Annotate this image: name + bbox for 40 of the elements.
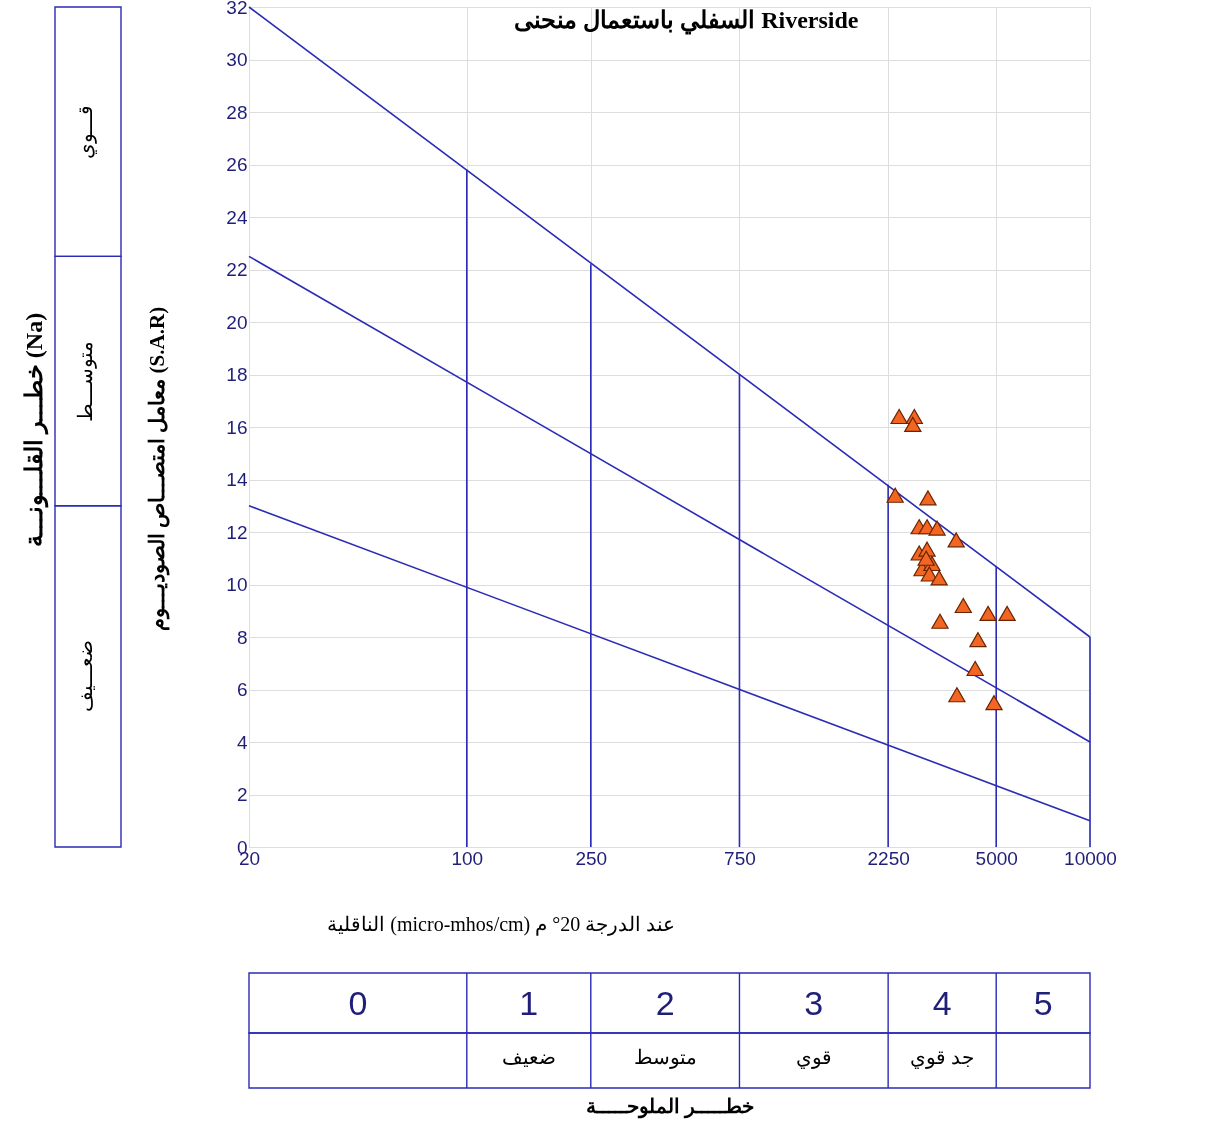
text: قوي <box>795 1046 832 1069</box>
text: ضعـــيف <box>74 640 96 713</box>
x-tick-label: 100 <box>451 847 484 869</box>
x-tick-label: 2250 <box>867 847 910 869</box>
chart-title: السفلي باستعمال منحنى Riverside <box>514 7 859 35</box>
y-tick-label: 10 <box>226 574 248 595</box>
x-tick-label: 250 <box>575 847 608 869</box>
y-tick-label: 22 <box>226 259 248 280</box>
text: 5 <box>1033 984 1053 1022</box>
y-tick-label: 6 <box>236 679 248 700</box>
y-tick-label: 16 <box>226 416 248 438</box>
text: متوسط <box>633 1046 697 1069</box>
x-tick-label: 5000 <box>975 847 1018 869</box>
y-tick-label: 14 <box>226 469 248 490</box>
text: متوســـط <box>74 340 97 422</box>
y-tick-label: 12 <box>226 521 248 543</box>
x-axis-title: الناقلية (micro-mhos/cm) عند الدرجة 20° م <box>327 913 676 936</box>
text: 4 <box>932 984 952 1022</box>
y-tick-label: 20 <box>226 311 248 333</box>
text: 2 <box>655 984 675 1022</box>
text: خطـــر القلـــونـــة (Na) <box>21 312 49 548</box>
y-tick-label: 2 <box>236 784 248 805</box>
text: قـــوي <box>74 104 97 159</box>
y-tick-label: 28 <box>226 101 248 123</box>
text: خطـــــر الملوحـــــة <box>585 1095 754 1119</box>
x-tick-label: 750 <box>724 847 756 869</box>
y-tick-label: 26 <box>226 154 248 175</box>
text: 0 <box>348 984 368 1022</box>
y-tick-label: 24 <box>226 206 248 228</box>
y-tick-label: 32 <box>226 0 248 18</box>
text: جد قوي <box>910 1046 975 1069</box>
text: 3 <box>804 984 824 1022</box>
y-tick-label: 30 <box>226 49 248 70</box>
y-axis-title: معامل امتصـــاص الصوديـــوم (S.A.R) <box>145 306 170 632</box>
y-tick-label: 18 <box>226 364 248 385</box>
y-tick-label: 8 <box>236 626 248 648</box>
x-tick-label: 10000 <box>1064 847 1117 869</box>
y-tick-label: 4 <box>236 731 248 753</box>
text: 1 <box>519 984 539 1022</box>
text: ضعيف <box>501 1046 556 1068</box>
